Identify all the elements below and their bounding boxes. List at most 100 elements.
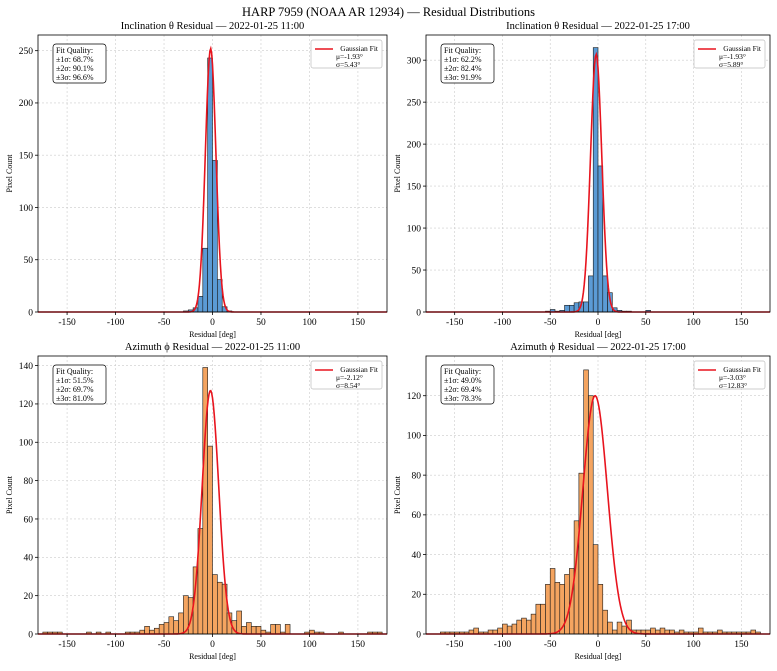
legend-title: Gaussian Fit	[723, 365, 762, 374]
x-tick-label: 150	[351, 640, 366, 650]
x-tick-label: 150	[734, 318, 749, 328]
y-tick-label: 0	[28, 308, 33, 318]
legend-mu: μ=-1.93°	[719, 52, 746, 61]
x-tick-label: 50	[256, 318, 266, 328]
panel-inclination-1700: -150 -100 -50 0 50 100 150 0 50 100 150 200 250 300 In…	[393, 21, 771, 339]
histogram-bar	[616, 621, 623, 635]
y-tick-label: 100	[407, 432, 422, 442]
fit-quality-line: Fit Quality:	[56, 46, 93, 55]
fit-quality-line: ±2σ: 82.4%	[444, 64, 482, 73]
histogram-bar	[144, 626, 150, 635]
histogram-bar	[549, 568, 556, 635]
panel-title: Inclination θ Residual — 2022-01-25 11:0…	[121, 21, 304, 32]
y-axis-label: Pixel Count	[393, 475, 402, 514]
y-tick-label: 50	[412, 266, 422, 276]
y-axis-label: Pixel Count	[393, 154, 402, 193]
legend-sigma: σ=5.89°	[719, 60, 743, 69]
y-tick-label: 50	[24, 256, 34, 266]
histogram-bar	[270, 624, 276, 635]
x-tick-label: -100	[494, 318, 512, 328]
histogram-bar	[241, 626, 247, 635]
y-tick-label: 60	[24, 515, 34, 525]
x-tick-label: 150	[734, 640, 749, 650]
fit-quality-box	[52, 43, 107, 84]
y-tick-label: 100	[19, 204, 34, 214]
y-tick-label: 150	[407, 182, 422, 192]
legend-box	[693, 360, 766, 390]
x-tick-label: 0	[596, 318, 601, 328]
histogram-bar	[621, 625, 627, 635]
legend-mu: μ=-3.03°	[719, 373, 746, 382]
fit-quality-line: ±3σ: 81.0%	[56, 394, 94, 403]
fit-quality-line: ±3σ: 96.6%	[56, 73, 94, 82]
histogram-bar	[168, 616, 175, 635]
fit-quality-line: ±2σ: 69.4%	[444, 385, 482, 394]
y-tick-label: 40	[24, 554, 34, 564]
fit-quality-line: ±1σ: 49.0%	[444, 376, 482, 385]
legend-sigma: σ=5.43°	[336, 60, 360, 69]
y-tick-label: 140	[19, 362, 34, 372]
histogram-bar	[178, 612, 184, 635]
histogram-bar	[659, 627, 666, 635]
histogram-bar	[212, 574, 218, 635]
histogram-bar	[202, 247, 208, 313]
legend-mu: μ=-1.93°	[336, 52, 363, 61]
y-tick-label: 120	[407, 392, 422, 402]
histogram-bar	[173, 620, 179, 635]
histogram-bar	[545, 584, 551, 635]
histogram-bar	[526, 619, 532, 635]
histogram-bar	[275, 624, 281, 635]
histogram-bar	[284, 624, 291, 635]
fit-quality-box	[52, 364, 107, 405]
y-tick-label: 200	[19, 99, 34, 109]
x-axis-label: Residual [deg]	[189, 330, 236, 339]
histogram-bar	[207, 57, 213, 313]
histogram-bar	[236, 610, 242, 635]
x-tick-label: 50	[641, 640, 651, 650]
x-tick-label: -150	[58, 640, 76, 650]
x-tick-label: -100	[494, 640, 512, 650]
y-tick-label: 40	[412, 551, 422, 561]
y-tick-label: 0	[416, 630, 421, 640]
x-tick-label: -150	[446, 318, 464, 328]
histogram-bar	[255, 626, 262, 635]
panel-azimuth-1100: -150 -100 -50 0 50 100 150 0 20 40 60 80 100 120 140 Az…	[5, 342, 388, 661]
legend-box	[693, 39, 766, 69]
x-tick-label: -50	[158, 640, 171, 650]
legend-sigma: σ=12.83°	[719, 381, 747, 390]
x-tick-label: 0	[210, 318, 215, 328]
y-axis-label: Pixel Count	[5, 475, 14, 514]
panel-title: Azimuth ϕ Residual — 2022-01-25 17:00	[510, 342, 686, 353]
histogram-bar	[217, 581, 223, 635]
x-tick-label: 100	[302, 318, 317, 328]
histogram-bar	[554, 582, 561, 635]
y-tick-label: 0	[28, 630, 33, 640]
x-axis-label: Residual [deg]	[189, 652, 236, 661]
fit-quality-line: Fit Quality:	[444, 46, 481, 55]
histogram-bar	[530, 613, 537, 635]
y-tick-label: 80	[24, 477, 34, 487]
histogram-bar	[612, 629, 618, 635]
histogram-bar	[535, 603, 541, 635]
fit-quality-line: ±3σ: 91.9%	[444, 73, 482, 82]
histogram-bar	[650, 627, 656, 635]
histogram-bar	[516, 619, 522, 635]
histogram-bar	[511, 623, 518, 635]
histogram-bar	[592, 544, 599, 635]
y-tick-label: 120	[19, 400, 34, 410]
histogram-bar	[207, 445, 213, 635]
y-tick-label: 80	[412, 471, 422, 481]
histogram-bar	[564, 574, 570, 635]
fit-quality-line: Fit Quality:	[444, 367, 481, 376]
histogram-bar	[163, 622, 170, 635]
x-tick-label: -50	[544, 318, 557, 328]
x-axis-label: Residual [deg]	[575, 652, 622, 661]
x-tick-label: -150	[446, 640, 464, 650]
fit-quality-line: ±2σ: 69.7%	[56, 385, 94, 394]
histogram-bar	[564, 304, 570, 313]
histogram-bar	[250, 626, 257, 635]
histogram-bar	[583, 369, 589, 635]
panel-azimuth-1700: -150 -100 -50 0 50 100 150 0 20 40 60 80 100 120 Azimu…	[393, 342, 771, 661]
fit-quality-box	[440, 43, 495, 84]
histogram-bar	[588, 275, 594, 313]
